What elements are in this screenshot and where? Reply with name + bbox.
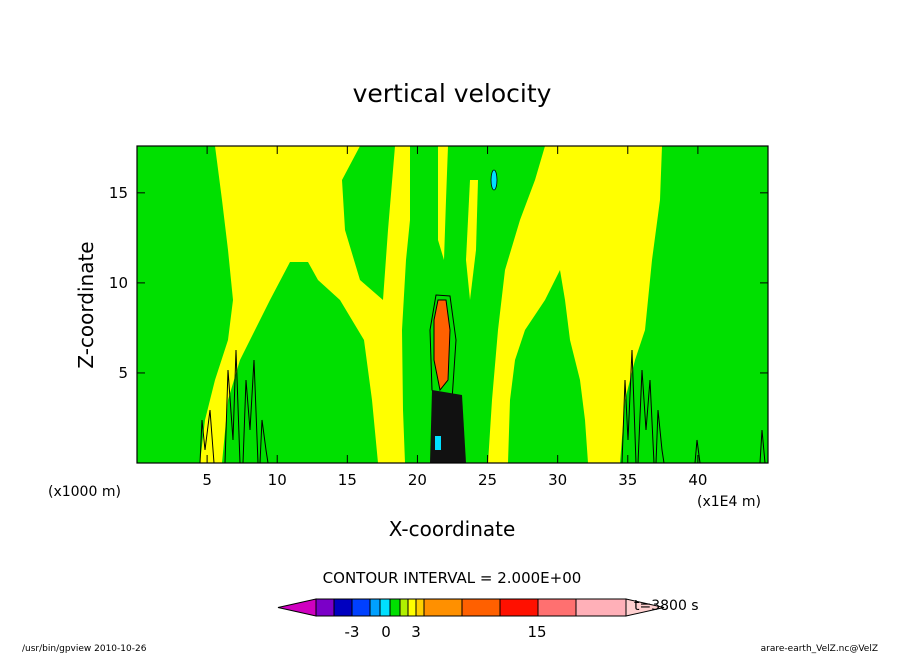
colorbar-cell (389, 598, 401, 617)
footer-left: /usr/bin/gpview 2010-10-26 (22, 644, 147, 654)
colorbar-label: 3 (411, 623, 421, 641)
streak-green-1 (342, 146, 395, 300)
colorbar-cell (369, 598, 381, 617)
y-tick-label: 10 (109, 274, 128, 292)
colorbar-cell (351, 598, 371, 617)
x-tick-label: 40 (688, 471, 707, 489)
colorbar-cell (333, 598, 353, 617)
colorbar-cell (537, 598, 577, 617)
colorbar-cell (415, 598, 425, 617)
x-tick-label: 10 (268, 471, 287, 489)
x-unit-right: (x1E4 m) (697, 494, 761, 510)
y-axis-label: Z-coordinate (74, 241, 98, 368)
x-axis-label: X-coordinate (389, 517, 516, 541)
plot-frame (136, 145, 769, 464)
cyan-spot-top (490, 169, 498, 191)
colorbar-label: -3 (345, 623, 360, 641)
x-tick-label: 5 (202, 471, 212, 489)
x-tick-label: 30 (548, 471, 567, 489)
colorbar-label: 0 (381, 623, 391, 641)
core-orange (433, 299, 451, 392)
colorbar-cell (407, 598, 417, 617)
colorbar-cell (315, 598, 335, 617)
streak-green-4 (476, 146, 505, 300)
x-tick-label: 25 (478, 471, 497, 489)
x-tick-label: 35 (618, 471, 637, 489)
colorbar-label: 15 (527, 623, 546, 641)
colorbar-cell (461, 598, 501, 617)
y-tick-label: 5 (118, 364, 128, 382)
contour-interval: CONTOUR INTERVAL = 2.000E+00 (323, 569, 582, 587)
yellow-region-right (488, 146, 662, 463)
colorbar-cell (625, 598, 665, 617)
turbulence-left (199, 349, 269, 464)
core-cyan (435, 436, 441, 450)
y-tick-label: 15 (109, 184, 128, 202)
colorbar-cell (423, 598, 463, 617)
chart-title: vertical velocity (353, 79, 552, 108)
colorbar-cell (575, 598, 627, 617)
plot-area (136, 145, 769, 464)
streak-yellow-2 (466, 180, 478, 300)
colorbar-cell (277, 598, 317, 617)
colorbar-cell (379, 598, 391, 617)
x-unit-left: (x1000 m) (48, 484, 121, 500)
turbulence-right (621, 349, 766, 464)
x-tick-label: 15 (338, 471, 357, 489)
x-axis-ticks: 5 10 15 20 25 30 35 40 (202, 146, 707, 489)
y-axis-ticks: 5 10 15 (109, 184, 768, 382)
colorbar-cell (399, 598, 409, 617)
colorbar-cell (499, 598, 539, 617)
footer-right: arare-earth_VelZ.nc@VelZ (761, 644, 878, 654)
x-tick-label: 20 (408, 471, 427, 489)
time-label: t=3800 s (634, 598, 699, 614)
colorbar: -3 0 3 15 (277, 598, 665, 641)
streak-green-2 (410, 146, 428, 300)
core-base (430, 390, 466, 463)
streak-yellow-1 (438, 146, 448, 260)
streak-green-3 (448, 146, 470, 320)
